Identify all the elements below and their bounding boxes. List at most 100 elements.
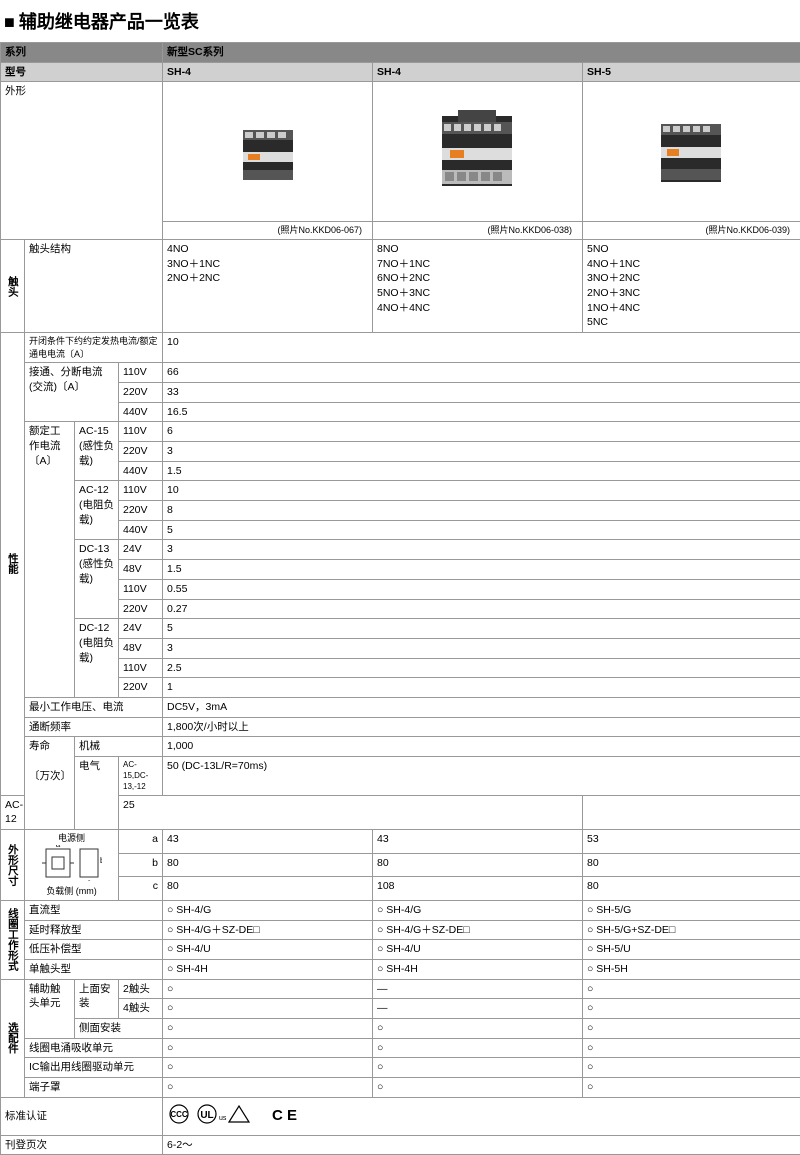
product-image-1 [373,82,583,222]
dim-b-label: b [119,853,163,877]
ic-label: IC输出用线圈驱动单元 [25,1058,163,1078]
aux-side-0: ○ [163,1018,373,1038]
shape-label: 外形 [1,82,163,240]
life-mech-label: 机械 [75,737,163,757]
coil-r2-1: SH-4/U [373,940,583,960]
rated-g3-type: DC-12 (电阻负载) [75,619,119,698]
svg-text:CCC: CCC [170,1110,188,1119]
model-1: SH-4 [373,62,583,82]
contact-struct-1: 8NO 7NO＋1NC 6NO＋2NC 5NO＋3NC 4NO＋4NC [373,239,583,332]
dim-c-0: 80 [163,877,373,901]
coil-abs-2: ○ [583,1038,800,1058]
freq-label: 通断频率 [25,717,163,737]
contacts-section: 触头 [1,239,25,332]
mb-val-0: 66 [163,363,800,383]
open-current-val: 10 [163,333,800,363]
life-mech-val: 1,000 [163,737,800,757]
life-elec-label: 电气 [75,757,119,830]
contact-struct-0: 4NO 3NO＋1NC 2NO＋2NC [163,239,373,332]
coil-r0-k: 直流型 [25,900,163,920]
dim-c-label: c [119,877,163,901]
dim-a-label: a [119,829,163,853]
aux-r0-2: ○ [583,979,800,999]
aux-side-label: 侧面安装 [75,1018,163,1038]
coil-r0-0: SH-4/G [163,900,373,920]
term-0: ○ [163,1078,373,1098]
dim-a-1: 43 [373,829,583,853]
life-elec-k0: AC-15,DC-13,-12 [119,757,163,796]
svg-text:C E: C E [272,1107,297,1124]
dims-diagram: 电源侧 abc 负载侧 (mm) [25,829,119,900]
svg-text:b: b [100,856,102,865]
rated-g0-type: AC-15 (感性负载) [75,422,119,481]
rated-g2-v1: 48V [119,560,163,580]
dim-a-2: 53 [583,829,800,853]
rated-g2-v3: 220V [119,599,163,619]
mb-v-0: 110V [119,363,163,383]
rated-g0-val2: 1.5 [163,461,800,481]
aux-r1-2: ○ [583,999,800,1019]
photo-caption-2: (照片No.KKD06-039) [583,222,800,240]
rated-g1-v2: 440V [119,520,163,540]
open-current-label: 开闭条件下约约定发热电流/额定通电电流〔A〕 [25,333,163,363]
mb-v-1: 220V [119,382,163,402]
product-image-0 [163,82,373,222]
coil-r2-0: SH-4/U [163,940,373,960]
dim-a-0: 43 [163,829,373,853]
dim-c-2: 80 [583,877,800,901]
model-0: SH-4 [163,62,373,82]
life-label: 寿命 〔万次〕 [25,737,75,830]
rated-g3-val1: 3 [163,638,800,658]
svg-text:c: c [87,878,91,881]
aux-label: 辅助触头单元 [25,979,75,1038]
coil-r0-2: SH-5/G [583,900,800,920]
contact-struct-2: 5NO 4NO＋1NC 3NO＋2NC 2NO＋3NC 1NO＋4NC 5NC [583,239,800,332]
model-label: 型号 [1,62,163,82]
rated-g1-val1: 8 [163,501,800,521]
life-elec-k1: AC-12 [1,795,25,829]
rated-g3-val2: 2.5 [163,658,800,678]
aux-r1-1: — [373,999,583,1019]
coil-r3-k: 单触头型 [25,959,163,979]
term-1: ○ [373,1078,583,1098]
coil-r2-k: 低压补偿型 [25,940,163,960]
series-label: 系列 [1,43,163,63]
make-break-label: 接通、分断电流(交流)〔A〕 [25,363,119,422]
aux-r1-k: 4触头 [119,999,163,1019]
rated-g3-v0: 24V [119,619,163,639]
rated-g2-v0: 24V [119,540,163,560]
cert-label: 标准认证 [1,1097,163,1135]
coil-r3-1: SH-4H [373,959,583,979]
coil-abs-label: 线圈电涌吸收单元 [25,1038,163,1058]
rated-g2-val0: 3 [163,540,800,560]
aux-r1-0: ○ [163,999,373,1019]
rated-g0-val0: 6 [163,422,800,442]
rated-label: 额定工作电流〔A〕 [25,422,75,698]
freq-val: 1,800次/小时以上 [163,717,800,737]
rated-g0-val1: 3 [163,442,800,462]
rated-g3-val3: 1 [163,678,800,698]
term-2: ○ [583,1078,800,1098]
coil-r1-1: SH-4/G＋SZ-DE□ [373,920,583,940]
aux-r0-1: — [373,979,583,999]
rated-g0-v2: 440V [119,461,163,481]
cert-icons: CCC UL us C E [163,1097,800,1135]
coil-r2-2: SH-5/U [583,940,800,960]
min-work-val: DC5V，3mA [163,697,800,717]
spec-table: 系列 新型SC系列 型号 SH-4 SH-4 SH-5 外形 (照片No.KKD… [0,42,800,1155]
product-image-2 [583,82,800,222]
perf-section: 性能 [1,333,25,796]
min-work-label: 最小工作电压、电流 [25,697,163,717]
rated-g1-type: AC-12 (电阻负载) [75,481,119,540]
aux-top-label: 上面安装 [75,979,119,1018]
rated-g2-val3: 0.27 [163,599,800,619]
life-elec-v1: 25 [119,795,583,829]
rated-g3-v2: 110V [119,658,163,678]
svg-text:UL: UL [200,1110,213,1121]
dims-section: 外形尺寸 [1,829,25,900]
rated-g2-val2: 0.55 [163,579,800,599]
rated-g3-v3: 220V [119,678,163,698]
svg-text:us: us [219,1115,227,1122]
coil-r1-0: SH-4/G＋SZ-DE□ [163,920,373,940]
ic-2: ○ [583,1058,800,1078]
